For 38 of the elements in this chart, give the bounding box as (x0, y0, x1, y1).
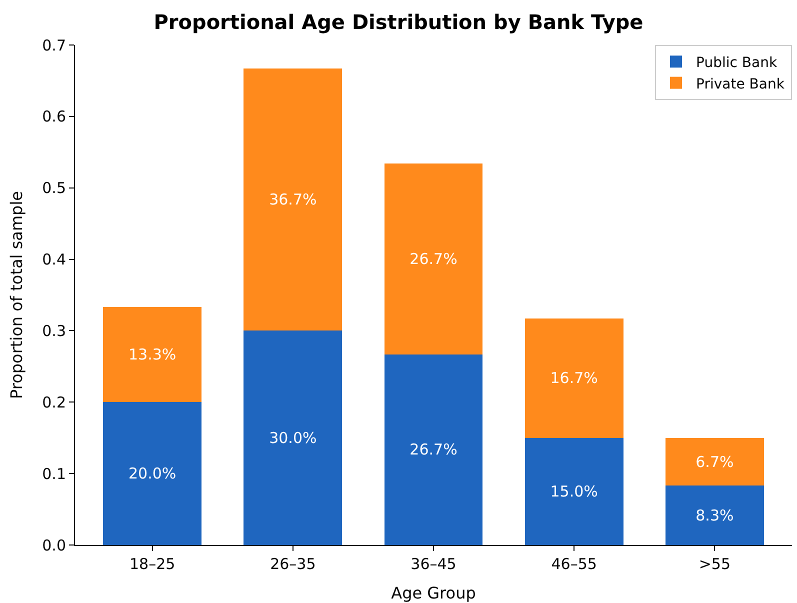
y-tick-label: 0.7 (42, 36, 66, 54)
x-tick-label: 36–45 (410, 555, 456, 573)
bar (384, 354, 483, 545)
legend-label: Private Bank (696, 76, 786, 92)
data-label: 26.7% (410, 440, 458, 459)
bar (384, 164, 483, 354)
data-label: 16.7% (550, 369, 598, 388)
x-tick-label: 18–25 (129, 555, 176, 573)
data-label: 20.0% (128, 464, 176, 483)
data-label: 26.7% (410, 250, 458, 268)
y-tick-label: 0.5 (42, 179, 66, 198)
chart-title: Proportional Age Distribution by Bank Type (154, 10, 644, 34)
data-label: 36.7% (269, 190, 317, 209)
bar (244, 68, 342, 331)
bar (665, 486, 764, 545)
x-tick-label: 46–55 (551, 555, 597, 573)
bar (524, 318, 624, 438)
data-label: 13.3% (128, 346, 176, 364)
y-tick-label: 0.1 (42, 464, 66, 483)
x-tick-label: >55 (698, 555, 731, 573)
bar (665, 438, 764, 486)
y-tick-label: 0.3 (42, 322, 66, 340)
y-tick-label: 0.2 (42, 393, 66, 412)
data-label: 8.3% (696, 506, 734, 524)
legend-label: Public Bank (696, 55, 778, 72)
bar (244, 330, 342, 545)
bar (524, 438, 624, 545)
y-tick-label: 0.6 (42, 108, 66, 126)
bar (103, 402, 202, 545)
x-axis-title: Age Group (391, 584, 476, 603)
data-label: 15.0% (550, 482, 598, 500)
data-label: 30.0% (269, 428, 317, 447)
y-tick-label: 0.4 (42, 250, 66, 269)
y-tick-label: 0.0 (42, 536, 66, 554)
data-label: 6.7% (696, 452, 734, 471)
x-tick-label: 26–35 (270, 555, 316, 573)
bar (103, 307, 202, 402)
y-axis-title: Proportion of total sample (7, 191, 26, 399)
